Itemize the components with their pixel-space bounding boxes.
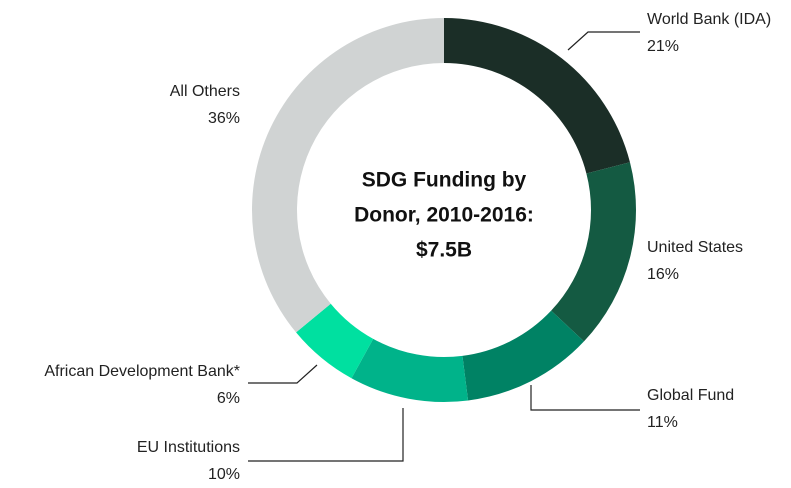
slice-label: United States (647, 239, 743, 256)
donut-slice (351, 338, 469, 402)
slice-value-label: 10% (208, 466, 240, 483)
leader-line (530, 385, 640, 411)
donut-slice (251, 18, 444, 333)
slice-value-label: 6% (217, 390, 240, 407)
chart-title: Donor, 2010-2016: (354, 204, 534, 227)
donut-slice (444, 18, 630, 174)
donut-slice (462, 310, 584, 401)
slice-label: EU Institutions (137, 439, 240, 456)
slice-label: African Development Bank* (44, 363, 240, 380)
slice-value-label: 36% (208, 110, 240, 127)
slice-label: World Bank (IDA) (647, 11, 771, 28)
chart-title: $7.5B (416, 239, 472, 262)
slice-label: Global Fund (647, 387, 734, 404)
donut-slice (296, 303, 374, 379)
slice-label: All Others (170, 83, 240, 100)
slice-value-label: 21% (647, 38, 679, 55)
chart-title: SDG Funding by (362, 169, 527, 192)
slice-value-label: 11% (647, 414, 678, 431)
leader-line (567, 31, 640, 51)
leader-line (248, 364, 318, 384)
leader-line (248, 408, 404, 462)
slice-value-label: 16% (647, 266, 679, 283)
donut-slice (551, 162, 636, 342)
